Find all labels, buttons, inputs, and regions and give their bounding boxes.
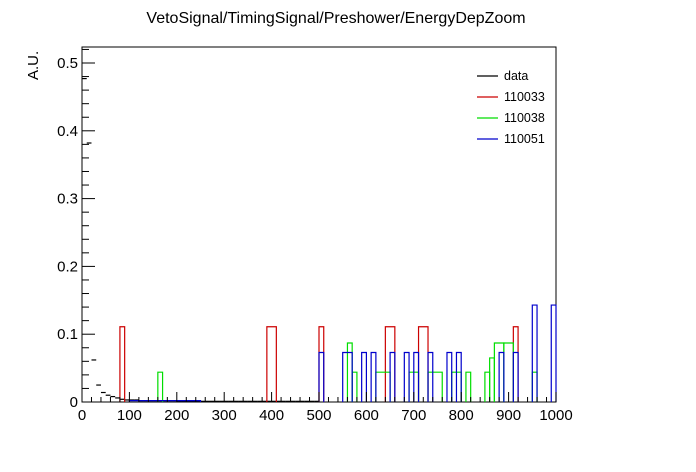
x-tick-label: 900: [496, 407, 521, 424]
histogram-bar: [427, 371, 443, 402]
series-110038: [157, 342, 538, 402]
histogram-bar: [484, 371, 491, 402]
histogram-bar: [361, 351, 367, 402]
legend-label-110051: 110051: [504, 132, 545, 146]
legend-label-data: data: [504, 69, 528, 83]
histogram-bar: [346, 342, 353, 402]
histogram-bar: [389, 351, 396, 402]
x-tick-label: 0: [78, 407, 86, 424]
histogram-bar: [550, 304, 557, 402]
series-data: [82, 77, 319, 402]
histogram-bar: [370, 351, 377, 402]
histogram-bar: [531, 304, 538, 402]
histogram-bar: [375, 371, 391, 402]
histogram-bar: [157, 371, 164, 402]
histogram-bar: [427, 351, 434, 402]
histogram-bar: [318, 326, 325, 402]
series-layer: [82, 77, 557, 402]
histogram-bar: [351, 371, 358, 402]
histogram-bar: [266, 326, 277, 402]
x-tick-label: 800: [449, 407, 474, 424]
series-110051: [128, 304, 557, 402]
y-tick-label: 0.1: [57, 326, 78, 343]
histogram-bar: [512, 326, 519, 402]
y-tick-label: 0.2: [57, 258, 78, 275]
x-tick-label: 700: [401, 407, 426, 424]
x-tick-label: 400: [259, 407, 284, 424]
y-axis-label: A.U.: [25, 51, 42, 80]
histogram-bar: [342, 351, 353, 402]
x-tick-label: 100: [117, 407, 142, 424]
x-tick-label: 200: [164, 407, 189, 424]
histogram-bar: [403, 351, 410, 402]
histogram-bar: [498, 351, 505, 402]
x-tick-label: 500: [306, 407, 331, 424]
histogram-bar: [489, 357, 495, 402]
y-tick-label: 0.3: [57, 191, 78, 208]
x-tick-label: 600: [354, 407, 379, 424]
x-tick-label: 300: [212, 407, 237, 424]
x-tick-label: 1000: [539, 407, 572, 424]
chart-title: VetoSignal/TimingSignal/Preshower/Energy…: [146, 10, 525, 27]
histogram-bar: [531, 371, 538, 402]
legend-label-110033: 110033: [504, 90, 545, 104]
histogram-bar: [455, 351, 462, 402]
axes-layer: 0 100 200 300 400 500 600 700 800 900 1000 0 0.1 0.2 0…: [57, 48, 573, 424]
legend-label-110038: 110038: [504, 111, 545, 125]
histogram-bar: [318, 351, 325, 402]
y-tick-label: 0.5: [57, 55, 78, 72]
histogram-bar: [465, 371, 472, 402]
histogram-bar: [446, 351, 453, 402]
histogram-bar: [512, 351, 519, 402]
legend: data 110033 110038 110051: [477, 69, 545, 146]
histogram-bar: [119, 326, 126, 402]
histogram-bar: [417, 326, 429, 402]
y-tick-label: 0.4: [57, 123, 78, 140]
y-tick-label: 0: [70, 394, 78, 411]
histogram-bar: [413, 351, 420, 402]
